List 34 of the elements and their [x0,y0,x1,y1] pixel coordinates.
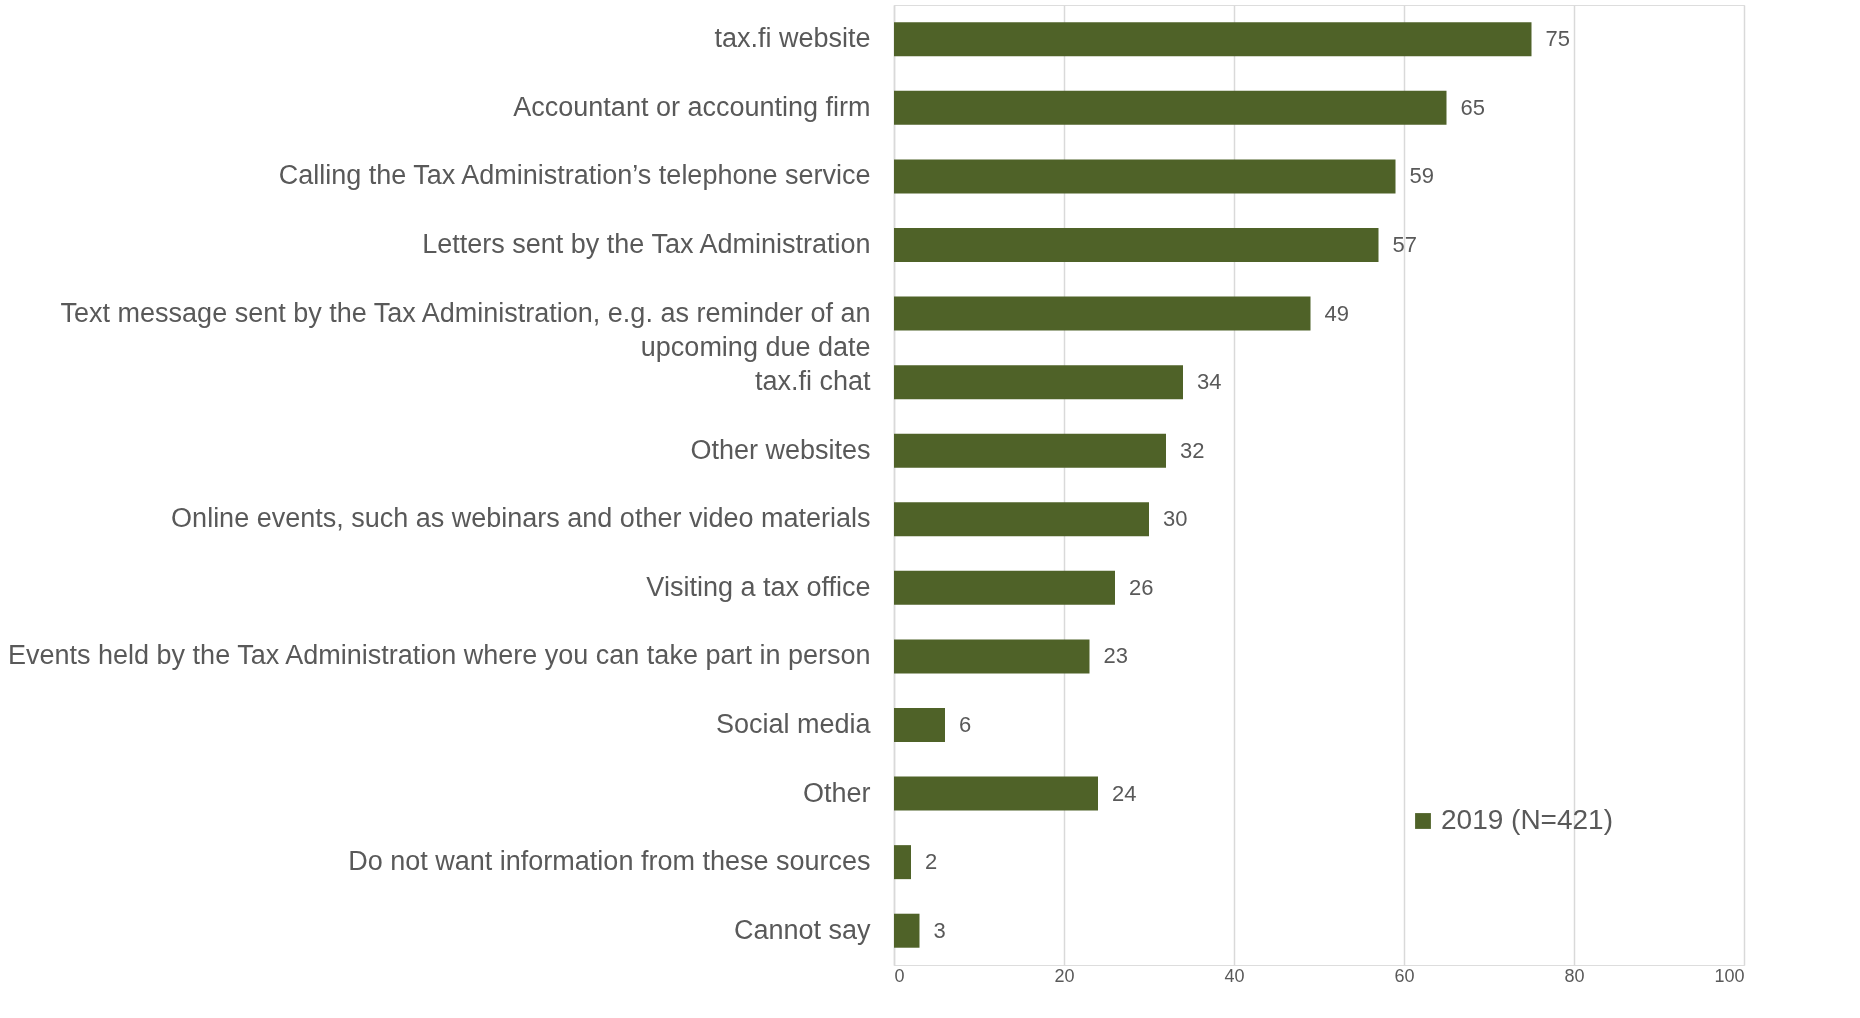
data-label: 34 [1197,369,1222,395]
data-label: 57 [1392,232,1417,257]
data-label: 75 [1545,26,1570,52]
data-label: 2 [925,849,938,875]
data-label: 3 [933,917,946,943]
y-tick-label: Social media [715,709,872,739]
y-tick-label: Online events, such as webinars and other video materials [171,503,871,534]
data-label: 49 [1324,300,1349,326]
legend-label: 2019 (N=421) [1441,804,1614,835]
data-label: 59 [1409,163,1434,189]
y-tick-label: tax.fi website [714,23,871,54]
x-tick-label: 40 [1224,965,1245,986]
y-tick-label: Letters sent by the Tax Administration [422,229,871,259]
x-tick-label: 80 [1564,965,1585,986]
data-label: 32 [1180,437,1205,463]
data-label: 23 [1103,643,1128,669]
x-tick-label: 20 [1054,965,1075,986]
data-label: 65 [1460,94,1485,120]
y-tick-label: Do not want information from these sources [348,846,871,877]
x-tick-label: 60 [1394,965,1415,986]
y-tick-label: Events held by the Tax Administration where you can take part in person [8,640,871,671]
y-tick-label: Other [802,777,871,808]
y-tick-label: Cannot say [733,914,871,945]
y-tick-label: Other websites [690,434,871,465]
data-label: 26 [1129,574,1154,600]
y-tick-label: Visiting a tax office [646,571,871,602]
y-tick-label: Calling the Tax Administration’s telephone service [278,160,871,191]
data-label: 24 [1112,780,1137,806]
x-tick-label: 100 [1714,965,1745,986]
y-tick-label: tax.fi chat [754,366,871,397]
data-label: 30 [1163,506,1188,532]
y-tick-label: Accountant or accounting firm [513,91,871,122]
data-label: 6 [959,712,972,737]
x-tick-label: 0 [894,965,905,986]
